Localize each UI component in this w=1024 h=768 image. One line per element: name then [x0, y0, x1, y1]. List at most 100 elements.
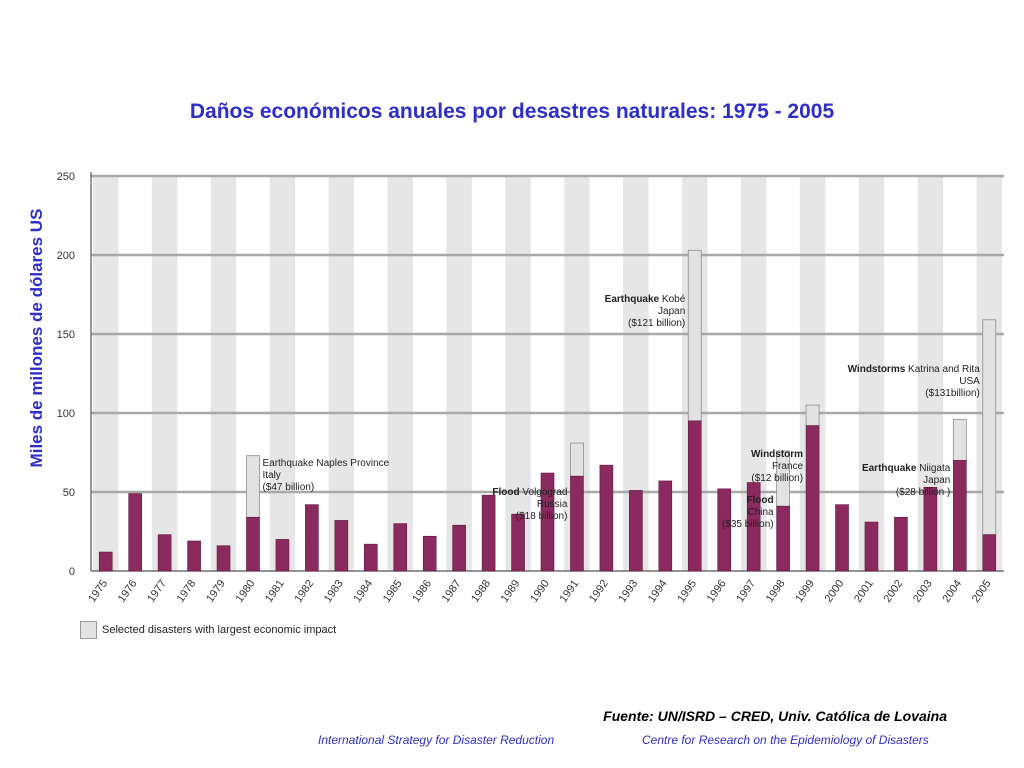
background-band — [269, 176, 296, 571]
annotation-line: Earthquake Kobé — [605, 294, 686, 306]
x-tick-label: 1993 — [616, 578, 640, 605]
source-credit: Fuente: UN/ISRD – CRED, Univ. Católica d… — [603, 708, 947, 724]
x-tick-label: 1989 — [499, 578, 523, 605]
bar — [746, 482, 761, 572]
bar — [511, 513, 525, 572]
x-tick-label: 1991 — [558, 578, 582, 605]
bar-highlight — [982, 319, 997, 536]
annotation-text: Earthquake Naples Province — [262, 457, 390, 469]
x-tick-label: 1979 — [204, 578, 228, 605]
bar-highlight — [952, 418, 967, 461]
bar — [982, 534, 997, 572]
annotation-line: Italy — [262, 470, 389, 482]
annotation-text: Italy — [262, 469, 281, 481]
bar — [422, 535, 437, 572]
x-tick-label: 1978 — [175, 578, 199, 605]
x-tick-label: 1975 — [86, 578, 110, 605]
annotation-2004: Earthquake Niigata Japan ($28 billion ) — [862, 463, 950, 499]
annotation-line: USA — [848, 376, 980, 388]
annotation-text: ($121 billion) — [628, 318, 686, 330]
bar — [187, 540, 201, 572]
chart-title: Daños económicos anuales por desastres n… — [189, 100, 835, 123]
bar — [894, 516, 908, 572]
annotation-text: Russia — [536, 499, 568, 511]
bar — [776, 505, 790, 572]
annotation-text: ($28 billion ) — [895, 487, 951, 499]
x-tick-label: 2005 — [970, 578, 994, 605]
legend-label: Selected disasters with largest economic… — [102, 624, 337, 636]
annotation-1980: Earthquake Naples Province Italy ($47 bill… — [262, 458, 389, 494]
bar — [98, 551, 113, 572]
y-tick-label: 150 — [57, 329, 75, 341]
bar-highlight — [687, 249, 702, 422]
x-tick-label: 2002 — [882, 578, 906, 605]
annotation-bold: Windstorms — [847, 363, 906, 375]
bar — [128, 493, 142, 572]
x-tick-label: 1976 — [116, 578, 140, 605]
annotation-line: Earthquake Niigata — [862, 463, 950, 475]
bar — [157, 534, 172, 572]
y-tick-label: 250 — [57, 171, 75, 183]
bar — [658, 480, 673, 572]
y-tick-label: 100 — [57, 408, 75, 420]
annotation-text: Japan — [658, 306, 686, 318]
bar-highlight — [570, 442, 584, 477]
x-tick-label: 1988 — [469, 578, 493, 605]
bar — [216, 545, 231, 572]
bar — [275, 539, 290, 572]
bar — [481, 494, 496, 572]
x-tick-label: 2003 — [911, 578, 935, 605]
x-tick-label: 1994 — [646, 578, 670, 605]
legend-swatch — [80, 621, 97, 639]
x-tick-label: 1992 — [587, 578, 611, 605]
x-tick-label: 1999 — [793, 578, 817, 605]
annotation-line: Japan — [862, 475, 950, 487]
x-tick-label: 1996 — [705, 578, 729, 605]
background-band — [93, 176, 119, 571]
annotation-bold: Windstorm — [750, 449, 804, 461]
bar — [393, 523, 408, 572]
annotation-text: China — [747, 506, 774, 518]
annotation-line: Russia — [492, 499, 568, 511]
bar — [452, 524, 466, 572]
annotation-1991: Flood Volgograd Russia ($18 billion) — [492, 487, 567, 523]
bar-highlight — [805, 404, 820, 427]
annotation-2005: Windstorms Katrina and Rita USA ($131billi… — [848, 364, 980, 400]
x-tick-label: 1997 — [734, 578, 758, 605]
annotation-line: ($18 billion) — [492, 511, 568, 523]
bar-highlight — [246, 455, 260, 518]
background-band — [446, 176, 472, 571]
x-tick-label: 1984 — [351, 578, 375, 605]
footer-cred: Centre for Research on the Epidemiology … — [642, 733, 929, 747]
annotation-text: Volgograd — [519, 487, 568, 499]
annotation-line: ($131billion) — [848, 388, 979, 400]
x-tick-label: 1980 — [234, 578, 258, 605]
x-tick-label: 1990 — [528, 578, 552, 605]
annotation-line: Windstorms Katrina and Rita — [848, 364, 980, 376]
annotation-line: ($47 billion) — [262, 482, 389, 494]
x-tick-label: 2004 — [940, 578, 964, 605]
annotation-line: China — [722, 506, 774, 519]
y-tick-label: 50 — [63, 487, 75, 499]
bar — [540, 472, 555, 572]
annotation-1995: Earthquake Kobé Japan ($121 billion) — [605, 294, 686, 330]
annotation-text: France — [771, 461, 804, 473]
x-tick-label: 1998 — [764, 578, 788, 605]
annotation-text: Niigata — [916, 463, 951, 475]
background-band — [505, 176, 531, 571]
annotation-line: Flood — [722, 495, 773, 507]
bar — [687, 420, 702, 572]
annotation-bold: Earthquake — [861, 463, 917, 475]
x-tick-label: 1985 — [381, 578, 405, 605]
annotation-line: Windstorm — [751, 449, 803, 461]
background-band — [210, 176, 237, 571]
bar — [805, 425, 820, 572]
bar — [334, 520, 349, 572]
annotation-line: Japan — [605, 306, 686, 318]
x-tick-label: 2000 — [823, 578, 847, 605]
annotation-text: ($12 billion) — [751, 473, 804, 485]
y-tick-label: 0 — [69, 566, 75, 578]
annotation-line: France — [751, 461, 803, 473]
bar — [864, 521, 879, 572]
